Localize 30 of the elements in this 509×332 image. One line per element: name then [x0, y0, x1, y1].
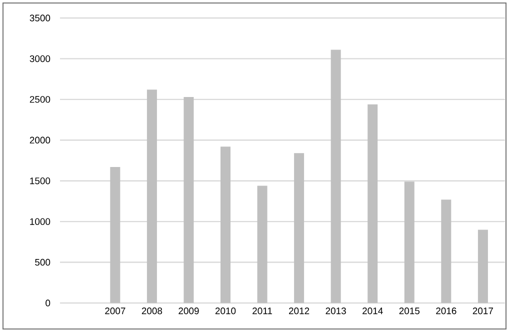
bar	[478, 230, 488, 303]
bar	[404, 182, 414, 303]
x-tick-label: 2017	[472, 308, 493, 314]
x-tick-label: 2008	[142, 308, 162, 314]
bar	[257, 186, 268, 303]
x-tick-label: 2012	[289, 308, 310, 314]
bar	[110, 167, 120, 303]
bar	[146, 90, 157, 303]
x-tick-label: 2015	[399, 308, 420, 314]
y-tick-label: 3000	[30, 55, 50, 62]
y-tick-label: 2000	[30, 136, 50, 144]
x-tick-label: 2016	[436, 308, 456, 314]
bar	[368, 104, 378, 303]
y-tick-label: 500	[35, 258, 50, 266]
bar	[184, 96, 194, 303]
bar	[330, 50, 341, 303]
bar	[294, 153, 304, 303]
x-tick-label: 2010	[215, 308, 236, 314]
y-tick-label: 1000	[30, 218, 50, 225]
y-tick-label: 0	[46, 300, 50, 306]
bar	[441, 200, 452, 303]
bar	[220, 146, 230, 303]
x-tick-label: 2014	[362, 308, 383, 314]
x-tick-label: 2009	[178, 308, 199, 314]
y-tick-label: 1500	[30, 178, 50, 184]
x-tick-label: 2011	[252, 308, 272, 314]
x-tick-label: 2007	[105, 308, 126, 314]
y-tick-label: 2500	[30, 96, 50, 103]
x-tick-label: 2013	[326, 308, 346, 314]
y-tick-label: 3500	[30, 14, 50, 22]
